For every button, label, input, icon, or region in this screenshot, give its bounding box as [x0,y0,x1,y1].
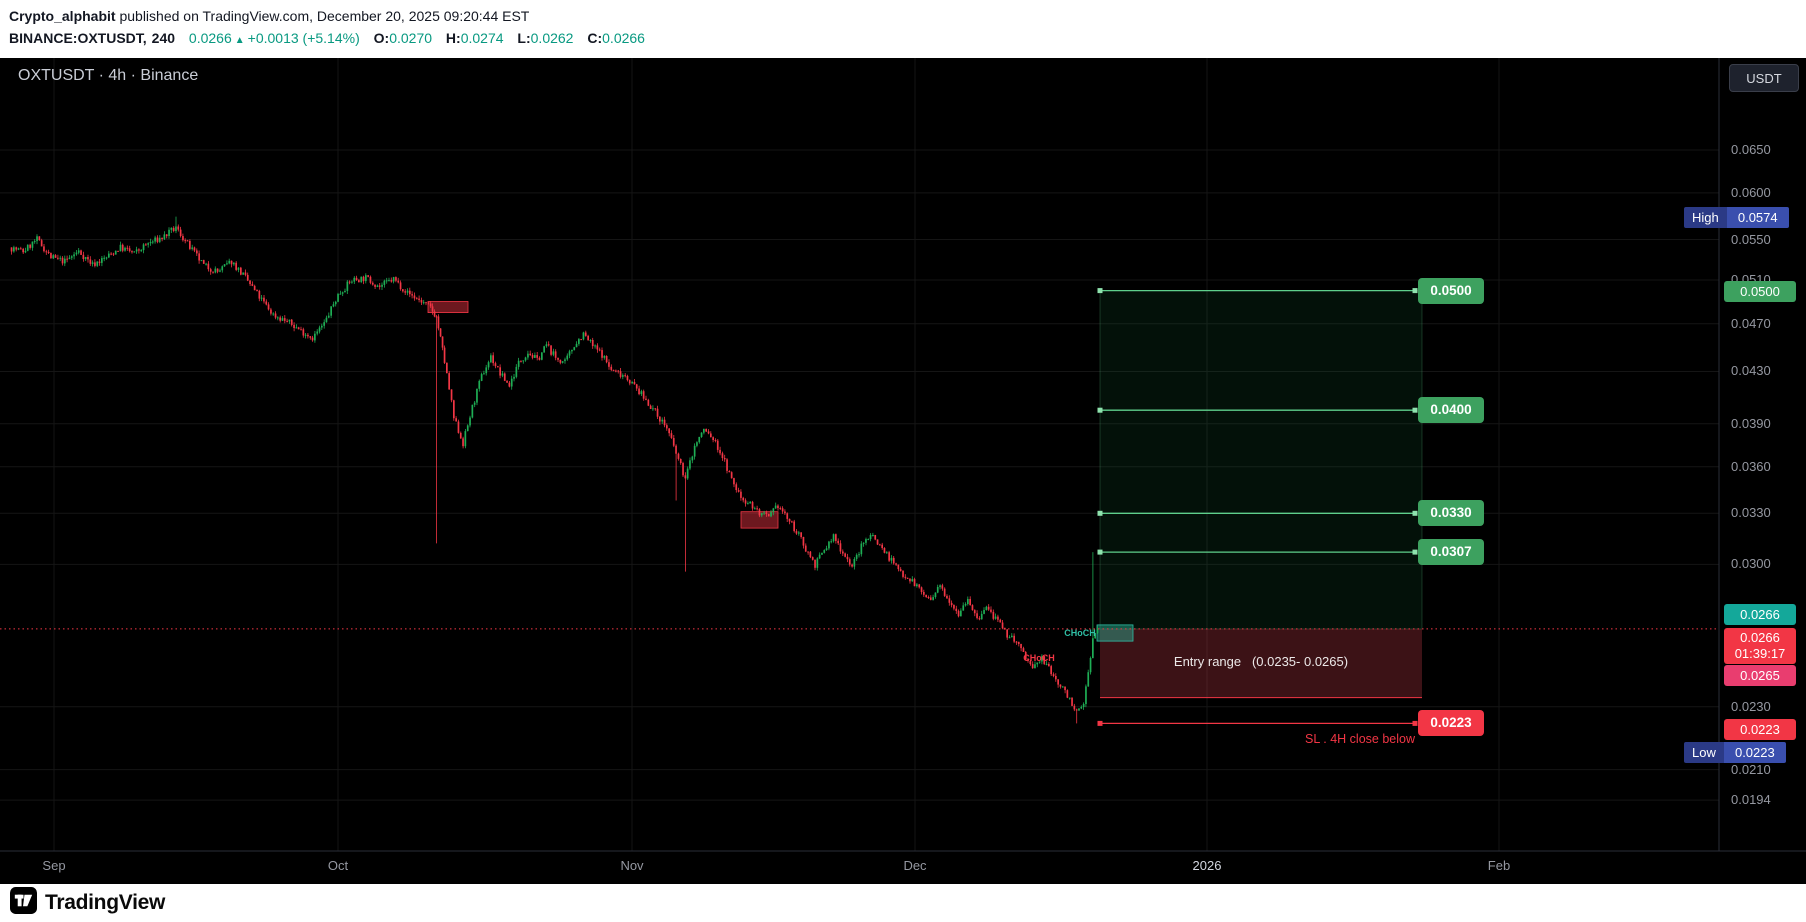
time-axis-label: Oct [327,858,349,873]
price-axis-label: 0.0470 [1731,315,1771,331]
entry-range-label[interactable]: Entry range (0.0235- 0.0265) [1173,654,1349,669]
last-price: 0.0266 [188,30,232,46]
chart-watermark: OXTUSDT · 4h · Binance [18,67,199,84]
price-change: +0.0013 (+5.14%) [247,30,360,46]
open-label: O: [373,30,390,46]
price-axis-label: 0.0360 [1731,458,1771,474]
price-axis-label: 0.0230 [1731,698,1771,714]
low-value: 0.0262 [530,30,574,46]
current-price-countdown-badge: 0.0266 01:39:17 [1724,628,1796,664]
time-axis-label: Sep [42,858,66,873]
choch-label: CHoCH [1064,628,1096,638]
target-price-badge[interactable]: 0.0330 [1418,500,1484,527]
target-price-badge[interactable]: 0.0307 [1418,539,1484,566]
price-axis-label: 0.0650 [1731,142,1771,157]
tradingview-link[interactable]: TradingView [10,887,165,919]
time-axis-label: Dec [903,858,927,873]
currency-toggle-button[interactable]: USDT [1729,64,1799,92]
stop-loss-note: SL . 4H close below [1304,732,1415,746]
close-label: C: [587,30,603,46]
stop-loss-badge[interactable]: 0.0223 [1418,710,1484,737]
price-axis-badge: 0.0223 [1724,719,1796,740]
time-axis-label: Feb [1487,858,1511,873]
price-chart-canvas[interactable] [0,58,1806,884]
price-axis-label: 0.0390 [1731,415,1771,431]
time-axis-label: 2026 [1192,858,1222,873]
publish-info: Crypto_alphabit published on TradingView… [9,8,529,24]
up-arrow-icon: ▲ [234,35,245,46]
open-value: 0.0270 [389,30,433,46]
chart-area[interactable]: OXTUSDT · 4h · Binance USDT Entry range … [0,58,1806,884]
price-axis-label: 0.0210 [1731,761,1771,777]
price-axis-label: 0.0300 [1731,556,1771,572]
time-axis-label: Nov [620,858,644,873]
low-label: L: [517,30,531,46]
price-axis-badge: 0.0500 [1724,280,1796,302]
price-axis-label: 0.0550 [1731,231,1771,247]
high-price-badge: High 0.0574 [1684,206,1789,228]
high-label: H: [445,30,461,46]
price-axis-label: 0.0600 [1731,184,1771,200]
symbol-name: BINANCE:OXTUSDT, [9,30,147,46]
high-value: 0.0274 [460,30,504,46]
target-price-badge[interactable]: 0.0400 [1418,397,1484,424]
price-axis-badge: 0.0265 [1724,665,1796,686]
publish-header: Crypto_alphabit published on TradingView… [0,0,1806,58]
author-name: Crypto_alphabit [9,8,116,24]
target-price-badge[interactable]: 0.0500 [1418,277,1484,304]
footer: TradingView [0,884,1806,922]
tradingview-logo-icon [10,887,37,919]
interval-value: 240 [151,30,176,46]
low-price-badge: Low 0.0223 [1684,742,1786,763]
choch-label: CHoCH [1023,653,1055,663]
price-axis-label: 0.0330 [1731,505,1771,521]
price-axis-label: 0.0194 [1731,792,1771,808]
symbol-info-row: BINANCE:OXTUSDT, 240 0.0266 ▲ +0.0013 (+5.1… [9,30,645,46]
published-text: published on TradingView.com, December 2… [115,8,530,24]
price-axis-label: 0.0430 [1731,363,1771,379]
close-value: 0.0266 [602,30,645,46]
price-axis-badge: 0.0266 [1724,604,1796,625]
tradingview-brand: TradingView [45,891,166,914]
